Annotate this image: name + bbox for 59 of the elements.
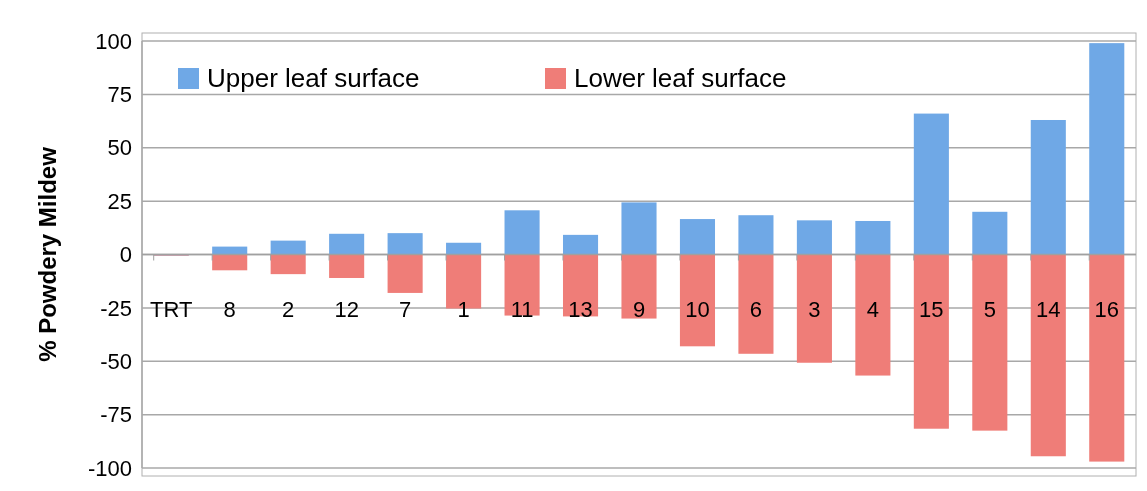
- x-tick-label: 10: [685, 296, 710, 322]
- x-tick-label: 2: [282, 296, 295, 322]
- bar: [446, 242, 482, 255]
- bar: [329, 233, 365, 255]
- x-tick-label: 3: [808, 296, 821, 322]
- bar: [972, 211, 1008, 255]
- bar: [504, 210, 540, 255]
- x-tick-label: 16: [1094, 296, 1120, 322]
- bar: [504, 254, 540, 316]
- x-tick-label: 13: [568, 296, 593, 322]
- x-tick-label: 15: [919, 296, 944, 322]
- x-tick-label: 5: [983, 296, 996, 322]
- bar: [679, 254, 716, 347]
- bar: [796, 254, 832, 363]
- bar: [972, 254, 1008, 431]
- y-tick-label: 75: [107, 82, 132, 108]
- bar: [270, 240, 306, 255]
- y-tick-label: 100: [95, 28, 132, 54]
- x-tick-label: 14: [1036, 296, 1061, 322]
- bar: [621, 254, 657, 319]
- bar: [1030, 254, 1066, 457]
- legend-label: Upper leaf surface: [207, 63, 420, 94]
- bar: [212, 254, 248, 271]
- bar: [679, 219, 716, 255]
- bar: [1089, 254, 1125, 462]
- x-tick-label: 6: [749, 296, 763, 322]
- bar: [1030, 120, 1066, 255]
- bar: [329, 254, 365, 278]
- x-tick-label: 11: [510, 296, 534, 322]
- x-tick-label: 1: [457, 296, 470, 322]
- bar: [855, 254, 891, 376]
- y-tick-label: 25: [107, 188, 132, 214]
- bar: [913, 254, 949, 429]
- legend-label: Lower leaf surface: [574, 63, 787, 94]
- bar: [738, 215, 774, 255]
- bar: [855, 220, 891, 255]
- bar: [270, 254, 306, 275]
- y-tick-label: -75: [100, 402, 132, 428]
- bar: [387, 254, 423, 293]
- x-tick-label: 8: [223, 296, 236, 322]
- y-tick-label: 50: [107, 135, 132, 161]
- y-tick-label: -100: [87, 455, 132, 481]
- y-axis-title: % Powdery Mildew: [34, 146, 61, 362]
- y-tick-label: -25: [100, 295, 132, 321]
- y-tick-label: 0: [119, 242, 132, 268]
- y-tick-label: -50: [100, 348, 132, 374]
- x-tick-label: 9: [632, 296, 646, 322]
- bar: [562, 254, 599, 317]
- bar: [796, 220, 832, 255]
- bar: [387, 233, 423, 255]
- bar: [738, 254, 774, 354]
- x-tick-label: TRT: [150, 296, 193, 322]
- bar: [621, 202, 657, 255]
- bar: [913, 113, 949, 255]
- bar: [562, 234, 599, 255]
- x-tick-label: 12: [334, 296, 359, 322]
- x-tick-label: 4: [866, 296, 880, 322]
- bar: [1089, 43, 1125, 255]
- x-tick-label: 7: [398, 296, 412, 322]
